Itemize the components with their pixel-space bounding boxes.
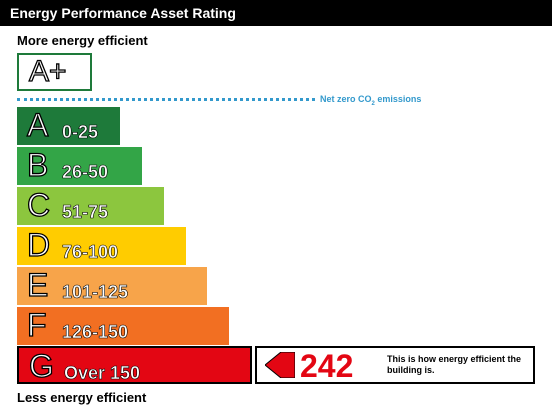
band-b: B 26-50 bbox=[17, 146, 142, 185]
band-aplus: A+ bbox=[17, 53, 92, 91]
rating-indicator: 242 This is how energy efficient the bui… bbox=[255, 346, 535, 384]
band-d-letter: D bbox=[26, 226, 51, 263]
net-zero-label: Net zero CO2 emissions bbox=[320, 94, 421, 107]
band-g-letter: G bbox=[28, 347, 54, 384]
net-zero-prefix: Net zero CO bbox=[320, 94, 372, 104]
band-c: C 51-75 bbox=[17, 186, 164, 225]
band-g: G Over 150 bbox=[17, 346, 252, 385]
band-g-range: Over 150 bbox=[64, 363, 141, 384]
rating-score: 242 bbox=[300, 348, 354, 384]
band-f-range: 126-150 bbox=[62, 322, 129, 343]
net-zero-suffix: emissions bbox=[374, 94, 422, 104]
band-d: D 76-100 bbox=[17, 226, 186, 265]
band-b-letter: B bbox=[26, 146, 49, 183]
more-efficient-label: More energy efficient bbox=[17, 33, 148, 48]
band-a-range: 0-25 bbox=[62, 122, 99, 143]
band-a-letter: A bbox=[26, 106, 49, 143]
band-a: A 0-25 bbox=[17, 106, 120, 145]
band-e: E 101-125 bbox=[17, 266, 207, 305]
net-zero-divider bbox=[17, 98, 315, 101]
band-f-letter: F bbox=[26, 306, 47, 343]
band-b-range: 26-50 bbox=[62, 162, 109, 183]
rating-description: This is how energy efficient the buildin… bbox=[387, 354, 522, 375]
band-f: F 126-150 bbox=[17, 306, 229, 345]
chart-title: Energy Performance Asset Rating bbox=[0, 0, 552, 26]
less-efficient-label: Less energy efficient bbox=[17, 390, 147, 405]
band-d-range: 76-100 bbox=[62, 242, 119, 263]
band-c-range: 51-75 bbox=[62, 202, 109, 223]
band-e-range: 101-125 bbox=[62, 282, 129, 303]
band-e-letter: E bbox=[26, 266, 49, 303]
net-zero-sub: 2 bbox=[371, 100, 375, 107]
rating-arrow-icon bbox=[265, 352, 295, 378]
band-c-letter: C bbox=[26, 186, 51, 223]
band-aplus-label: A+ bbox=[28, 55, 67, 88]
